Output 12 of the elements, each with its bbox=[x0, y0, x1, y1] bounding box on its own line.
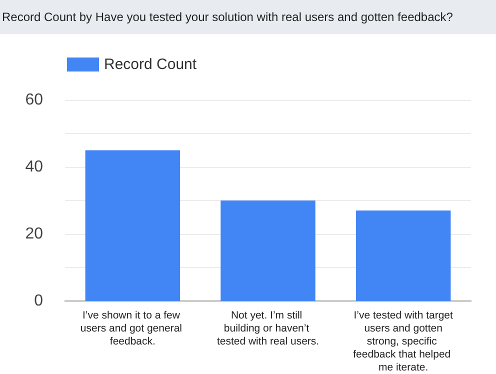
y-tick-label: 0 bbox=[34, 292, 44, 310]
bar bbox=[220, 200, 316, 301]
x-tick-label: Not yet. I’m still building or haven’t tested with real users. bbox=[216, 310, 320, 348]
y-tick-label: 60 bbox=[25, 92, 44, 108]
legend-label: Record Count bbox=[104, 56, 198, 73]
x-tick-label: I’ve tested with target users and gotten strong, specific feedback that helped me iterate. bbox=[353, 310, 454, 374]
x-tick-label: I’ve shown it to a few users and got general feedback. bbox=[80, 310, 185, 348]
chart-title: Record Count by Have you tested your solution with real users and gotten feedback? bbox=[0, 0, 496, 34]
bar bbox=[356, 210, 451, 301]
y-tick-label: 40 bbox=[25, 158, 44, 176]
bar bbox=[85, 150, 180, 301]
y-tick-label: 20 bbox=[25, 226, 44, 242]
